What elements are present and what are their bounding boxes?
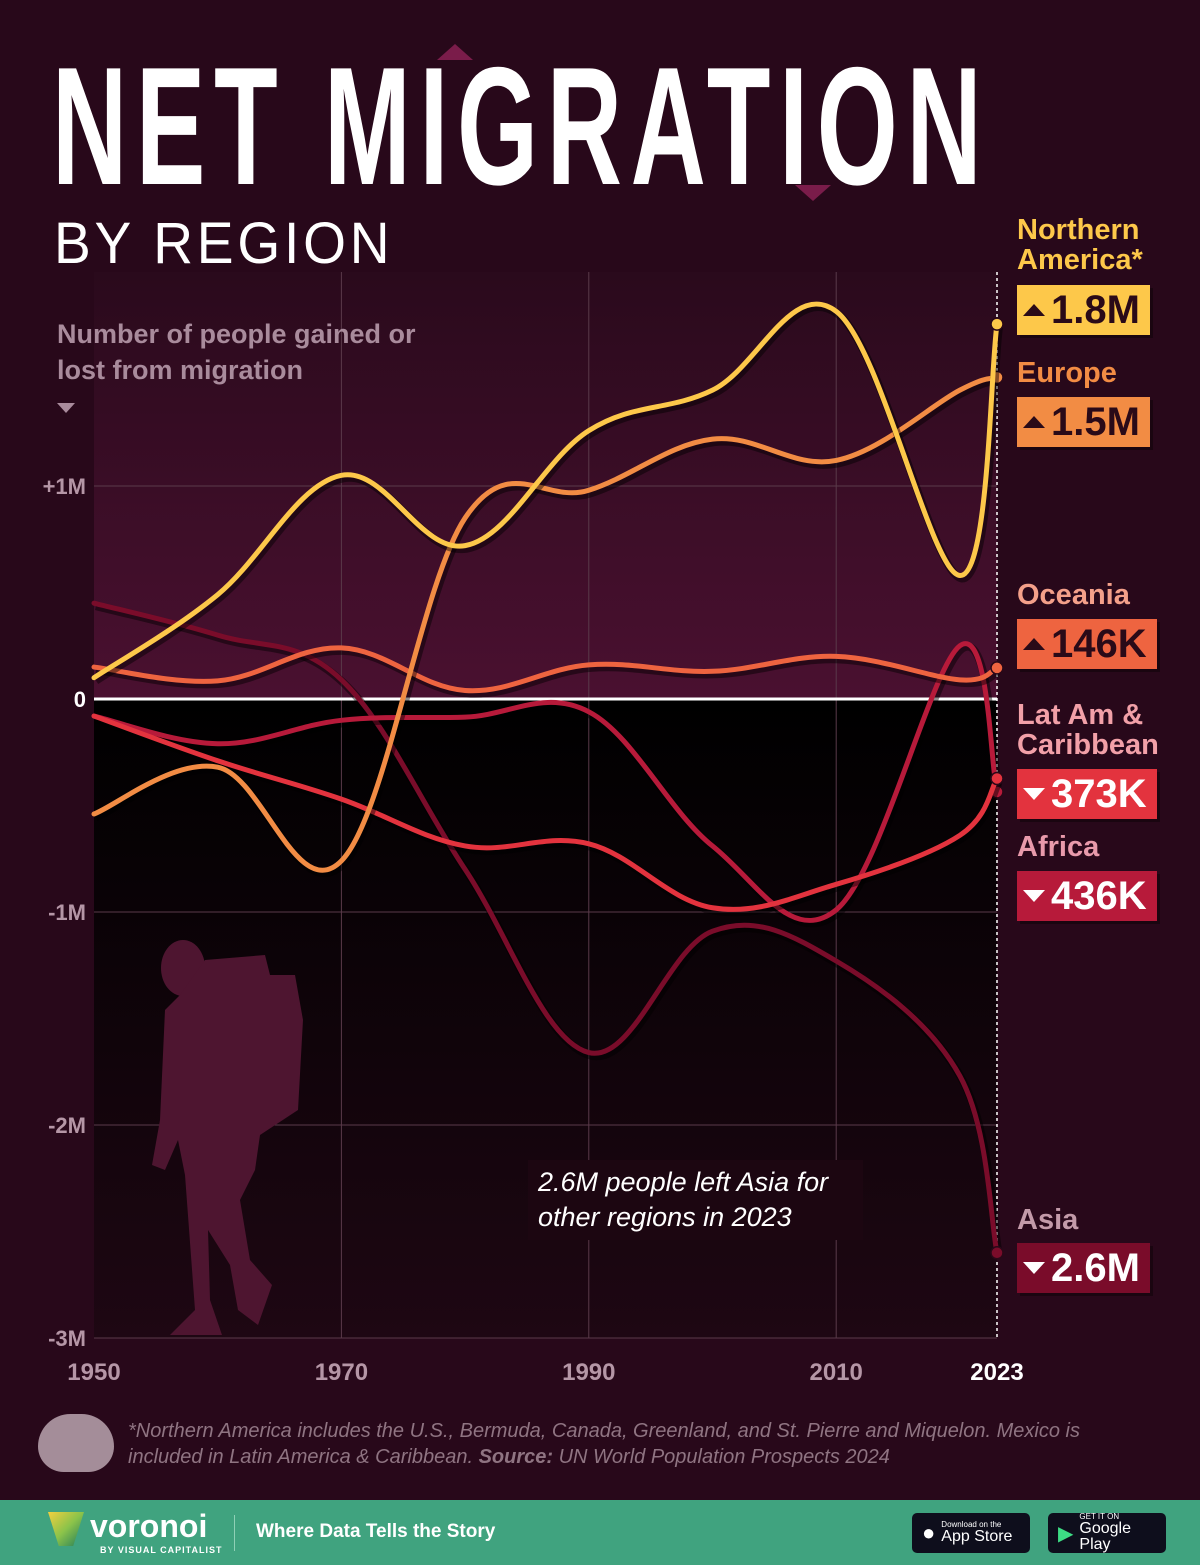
series-final-value: 146K bbox=[1051, 621, 1147, 666]
series-value-badge: 1.5M bbox=[1017, 397, 1150, 447]
series-label-line1: Lat Am & bbox=[1017, 699, 1144, 731]
series-value-badge: 1.8M bbox=[1017, 285, 1150, 335]
title-accent-down-icon bbox=[795, 185, 831, 201]
app-store-button[interactable]: ● Download on the App Store bbox=[912, 1513, 1030, 1553]
series-shadow bbox=[95, 642, 1003, 928]
series-label-line1: Africa bbox=[1017, 831, 1100, 863]
series-line-europe bbox=[91, 374, 1000, 873]
series-label: Africa bbox=[1017, 832, 1099, 862]
series-label-line2: America* bbox=[1017, 244, 1143, 276]
brand-byline: BY VISUAL CAPITALIST bbox=[100, 1545, 223, 1555]
app-store-label: App Store bbox=[941, 1528, 1013, 1545]
series-value-badge: 373K bbox=[1017, 769, 1157, 819]
series-label-line1: Oceania bbox=[1017, 579, 1130, 611]
brand-tagline: Where Data Tells the Story bbox=[256, 1521, 496, 1542]
series-line-africa bbox=[91, 641, 1000, 923]
google-play-button[interactable]: ▶ GET IT ON Google Play bbox=[1048, 1513, 1166, 1553]
google-small: GET IT ON bbox=[1079, 1512, 1120, 1521]
x-tick-label: 2010 bbox=[809, 1359, 862, 1386]
series-value-badge: 436K bbox=[1017, 871, 1157, 921]
y-tick-label: 0 bbox=[74, 687, 86, 712]
triangle-up-icon bbox=[1023, 638, 1045, 650]
app-store-small: Download on the bbox=[941, 1520, 1002, 1529]
series-shadow bbox=[95, 646, 1001, 698]
series-line-oceania bbox=[91, 645, 1000, 694]
triangle-down-icon bbox=[1023, 890, 1045, 902]
google-play-icon: ▶ bbox=[1058, 1522, 1074, 1545]
chart-title: NET MIGRATION bbox=[52, 32, 991, 220]
x-tick-label: 1950 bbox=[67, 1359, 120, 1386]
series-line-latam bbox=[91, 713, 1000, 912]
series-value-badge: 2.6M bbox=[1017, 1243, 1150, 1293]
footnote: *Northern America includes the U.S., Ber… bbox=[128, 1418, 1088, 1470]
series-label-line1: Europe bbox=[1017, 357, 1117, 389]
series-end-marker bbox=[990, 661, 1004, 675]
series-shadow bbox=[94, 376, 1001, 878]
y-tick-label: -1M bbox=[48, 900, 86, 925]
footnote-text: *Northern America includes the U.S., Ber… bbox=[128, 1420, 1080, 1468]
apple-icon: ● bbox=[922, 1520, 936, 1545]
series-label: Asia bbox=[1017, 1205, 1078, 1235]
series-line-asia bbox=[91, 600, 1000, 1256]
series-final-value: 2.6M bbox=[1051, 1245, 1140, 1290]
x-tick-label: 1970 bbox=[315, 1359, 368, 1386]
asia-annotation: 2.6M people left Asia for other regions … bbox=[528, 1160, 863, 1240]
series-shadow bbox=[95, 602, 1003, 1257]
series-final-value: 1.8M bbox=[1051, 287, 1140, 332]
series-value-badge: 146K bbox=[1017, 619, 1157, 669]
series-end-marker bbox=[990, 785, 1004, 799]
series-label-line1: Asia bbox=[1017, 1204, 1079, 1236]
visual-capitalist-logo bbox=[38, 1414, 114, 1472]
voronoi-logo-icon bbox=[48, 1512, 84, 1546]
series-label: Northern America* bbox=[1017, 215, 1143, 275]
down-arrow-icon bbox=[57, 403, 75, 413]
series-label-line1: Northern bbox=[1017, 214, 1140, 246]
source-label: Source: bbox=[478, 1446, 554, 1468]
triangle-up-icon bbox=[1023, 416, 1045, 428]
source-text: UN World Population Prospects 2024 bbox=[558, 1446, 890, 1468]
series-label-line2: Caribbean bbox=[1017, 729, 1159, 761]
brand-footer: voronoi BY VISUAL CAPITALIST Where Data … bbox=[0, 1500, 1200, 1565]
google-play-label: Google Play bbox=[1079, 1520, 1131, 1553]
triangle-up-icon bbox=[1023, 304, 1045, 316]
series-final-value: 373K bbox=[1051, 771, 1147, 816]
series-label: Lat Am & Caribbean bbox=[1017, 700, 1159, 760]
series-final-value: 436K bbox=[1051, 873, 1147, 918]
y-tick-label: -3M bbox=[48, 1326, 86, 1351]
series-final-value: 1.5M bbox=[1051, 399, 1140, 444]
y-tick-label: -2M bbox=[48, 1113, 86, 1138]
x-tick-label: 2023 bbox=[970, 1359, 1023, 1386]
voronoi-wordmark: voronoi bbox=[90, 1508, 208, 1544]
series-label: Oceania bbox=[1017, 580, 1130, 610]
title-accent-up-icon bbox=[437, 44, 473, 60]
triangle-down-icon bbox=[1023, 788, 1045, 800]
series-end-marker bbox=[990, 370, 1004, 385]
series-end-marker bbox=[990, 1246, 1004, 1260]
triangle-down-icon bbox=[1023, 1262, 1045, 1274]
x-tick-label: 1990 bbox=[562, 1359, 615, 1386]
chart-subtitle: BY REGION bbox=[54, 211, 394, 276]
series-shadow bbox=[94, 715, 1003, 917]
series-label: Europe bbox=[1017, 358, 1117, 388]
hiker-silhouette bbox=[152, 940, 303, 1335]
negative-region bbox=[94, 699, 997, 1338]
series-end-marker bbox=[990, 771, 1004, 786]
y-axis-label: Number of people gained or lost from mig… bbox=[57, 319, 416, 385]
y-tick-label: +1M bbox=[43, 474, 86, 499]
divider bbox=[234, 1515, 235, 1551]
series-end-marker bbox=[990, 317, 1004, 331]
